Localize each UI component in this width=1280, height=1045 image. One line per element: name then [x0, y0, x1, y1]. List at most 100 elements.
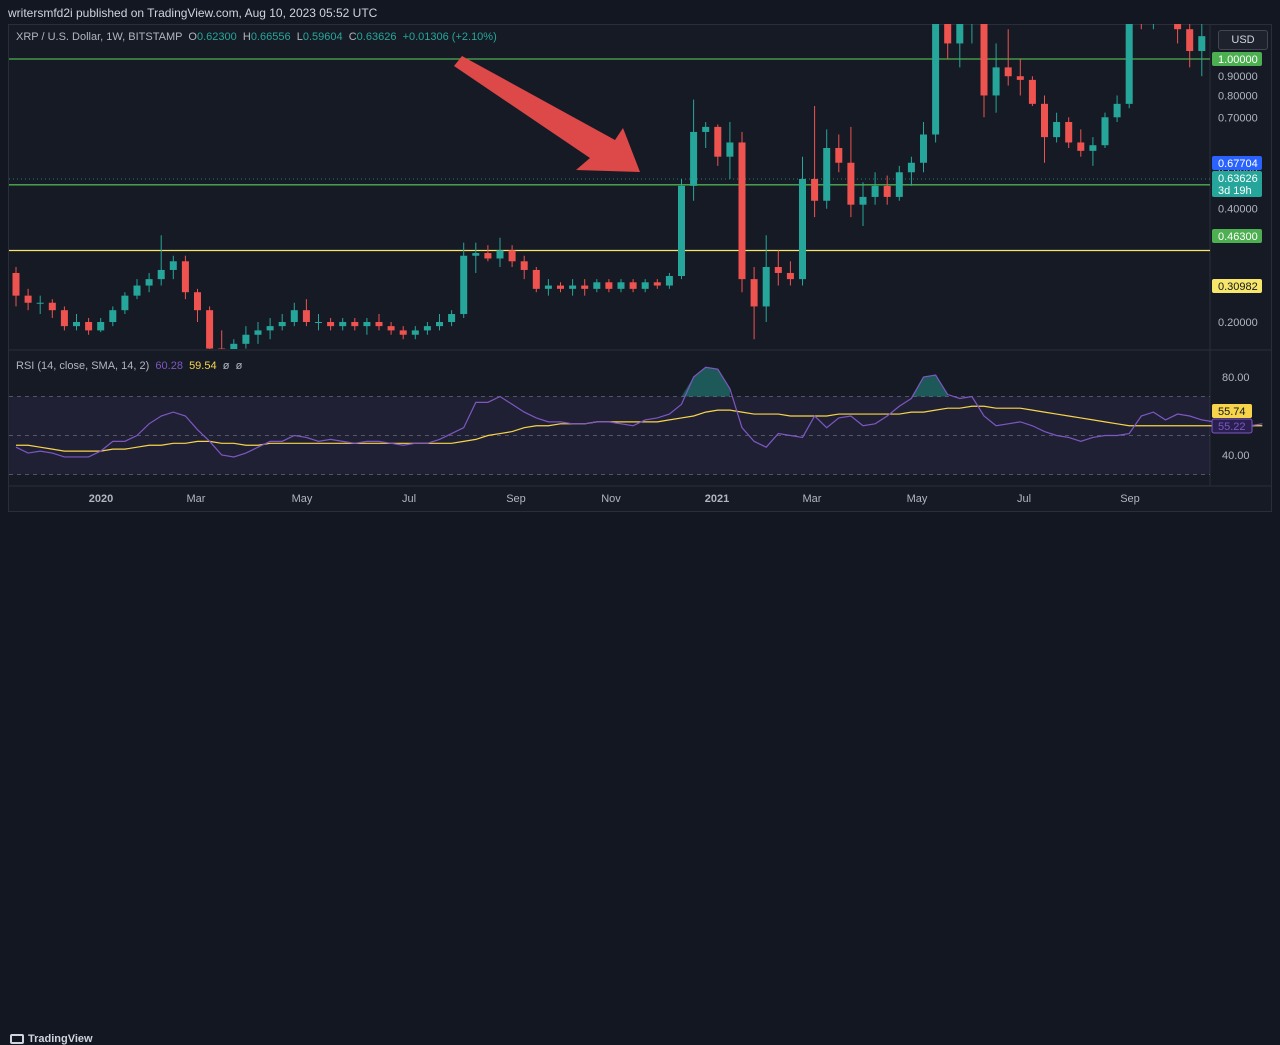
candle-body[interactable] [738, 142, 746, 280]
candle-body[interactable] [992, 67, 1000, 96]
rsi-line[interactable] [15, 366, 1263, 458]
annotation-arrow[interactable] [454, 56, 640, 172]
candle-body[interactable] [1028, 79, 1036, 104]
candle-body[interactable] [508, 250, 516, 262]
candle-body[interactable] [351, 322, 359, 327]
candle-body[interactable] [956, 16, 964, 44]
candle-body[interactable] [169, 261, 177, 270]
candle-body[interactable] [1235, 16, 1242, 26]
candle-body[interactable] [1162, 0, 1169, 4]
candle-body[interactable] [581, 285, 589, 289]
candle-body[interactable] [327, 322, 335, 327]
currency-button[interactable]: USD [1218, 30, 1268, 50]
candle-body[interactable] [206, 310, 214, 349]
candle-body[interactable] [895, 172, 903, 197]
candle-body[interactable] [980, 0, 988, 96]
candle-body[interactable] [1138, 0, 1145, 16]
candle-body[interactable] [339, 322, 347, 327]
candle-body[interactable] [24, 295, 32, 303]
candle-body[interactable] [629, 282, 637, 289]
candle-body[interactable] [1004, 67, 1012, 77]
candle-body[interactable] [605, 282, 613, 289]
candle-body[interactable] [399, 330, 407, 335]
candle-body[interactable] [774, 267, 782, 273]
candle-body[interactable] [363, 322, 371, 327]
candle-body[interactable] [60, 310, 68, 327]
candle-body[interactable] [702, 126, 710, 132]
candle-body[interactable] [1186, 29, 1194, 52]
candle-body[interactable] [1113, 103, 1121, 118]
candle-body[interactable] [1065, 122, 1073, 143]
candle-body[interactable] [48, 302, 56, 311]
candle-body[interactable] [242, 334, 250, 344]
candle-body[interactable] [786, 272, 794, 280]
candle-body[interactable] [157, 269, 165, 280]
candle-body[interactable] [665, 276, 673, 286]
candle-body[interactable] [254, 330, 262, 335]
candle-body[interactable] [181, 261, 189, 293]
candle-body[interactable] [36, 302, 44, 304]
candle-body[interactable] [811, 178, 819, 201]
candle-body[interactable] [1198, 36, 1206, 52]
candle-body[interactable] [121, 295, 129, 311]
candle-body[interactable] [1077, 142, 1085, 151]
candle-body[interactable] [1247, 16, 1254, 22]
candle-body[interactable] [968, 0, 975, 16]
candle-body[interactable] [448, 314, 456, 322]
candle-body[interactable] [653, 282, 661, 286]
candle-body[interactable] [569, 285, 577, 289]
candle-body[interactable] [73, 322, 80, 327]
candle-body[interactable] [593, 282, 601, 289]
candle-body[interactable] [375, 322, 383, 327]
candle-body[interactable] [278, 322, 286, 327]
candle-body[interactable] [1053, 122, 1061, 138]
symbol-name[interactable]: XRP / U.S. Dollar, 1W, BITSTAMP [16, 31, 183, 43]
candle-body[interactable] [932, 0, 940, 135]
candle-body[interactable] [859, 196, 867, 205]
candle-body[interactable] [1150, 4, 1157, 16]
candle-body[interactable] [218, 348, 226, 359]
candle-body[interactable] [1101, 117, 1109, 146]
rsi-label[interactable]: RSI (14, close, SMA, 14, 2) [16, 360, 150, 372]
candle-body[interactable] [871, 185, 879, 197]
candle-body[interactable] [472, 253, 480, 256]
candle-body[interactable] [750, 279, 758, 307]
candle-body[interactable] [520, 261, 528, 270]
candle-body[interactable] [544, 285, 552, 289]
candle-body[interactable] [266, 326, 274, 331]
candle-body[interactable] [1016, 76, 1024, 80]
candle-body[interactable] [823, 148, 831, 201]
chart-canvas[interactable]: 0.900000.800000.700000.500000.400000.200… [0, 0, 1280, 541]
tradingview-logo[interactable]: TradingView [10, 1033, 93, 1045]
candle-body[interactable] [496, 250, 504, 259]
candle-body[interactable] [1089, 145, 1097, 151]
candle-body[interactable] [1174, 0, 1182, 30]
candle-body[interactable] [484, 253, 492, 259]
chart-frame[interactable] [8, 24, 1272, 512]
candle-body[interactable] [690, 131, 698, 186]
candle-body[interactable] [315, 322, 322, 323]
candle-body[interactable] [194, 292, 201, 311]
candle-body[interactable] [762, 267, 770, 307]
candle-body[interactable] [423, 326, 431, 331]
candle-body[interactable] [460, 255, 468, 315]
candle-body[interactable] [617, 282, 625, 289]
candle-body[interactable] [109, 310, 117, 322]
rsi-sma-line[interactable] [16, 405, 1263, 452]
candle-body[interactable] [97, 322, 105, 331]
candle-body[interactable] [944, 0, 952, 44]
candle-body[interactable] [799, 178, 806, 280]
candle-body[interactable] [1125, 0, 1133, 104]
candle-body[interactable] [714, 126, 722, 157]
candle-body[interactable] [1210, 36, 1217, 46]
candle-body[interactable] [436, 322, 443, 327]
candle-body[interactable] [411, 330, 419, 335]
candle-body[interactable] [835, 148, 843, 163]
candle-body[interactable] [641, 282, 649, 289]
candle-body[interactable] [145, 279, 153, 286]
candle-body[interactable] [290, 310, 298, 322]
candle-body[interactable] [133, 285, 141, 296]
candle-body[interactable] [557, 285, 564, 289]
candle-body[interactable] [907, 162, 915, 173]
candle-body[interactable] [1259, 14, 1266, 23]
